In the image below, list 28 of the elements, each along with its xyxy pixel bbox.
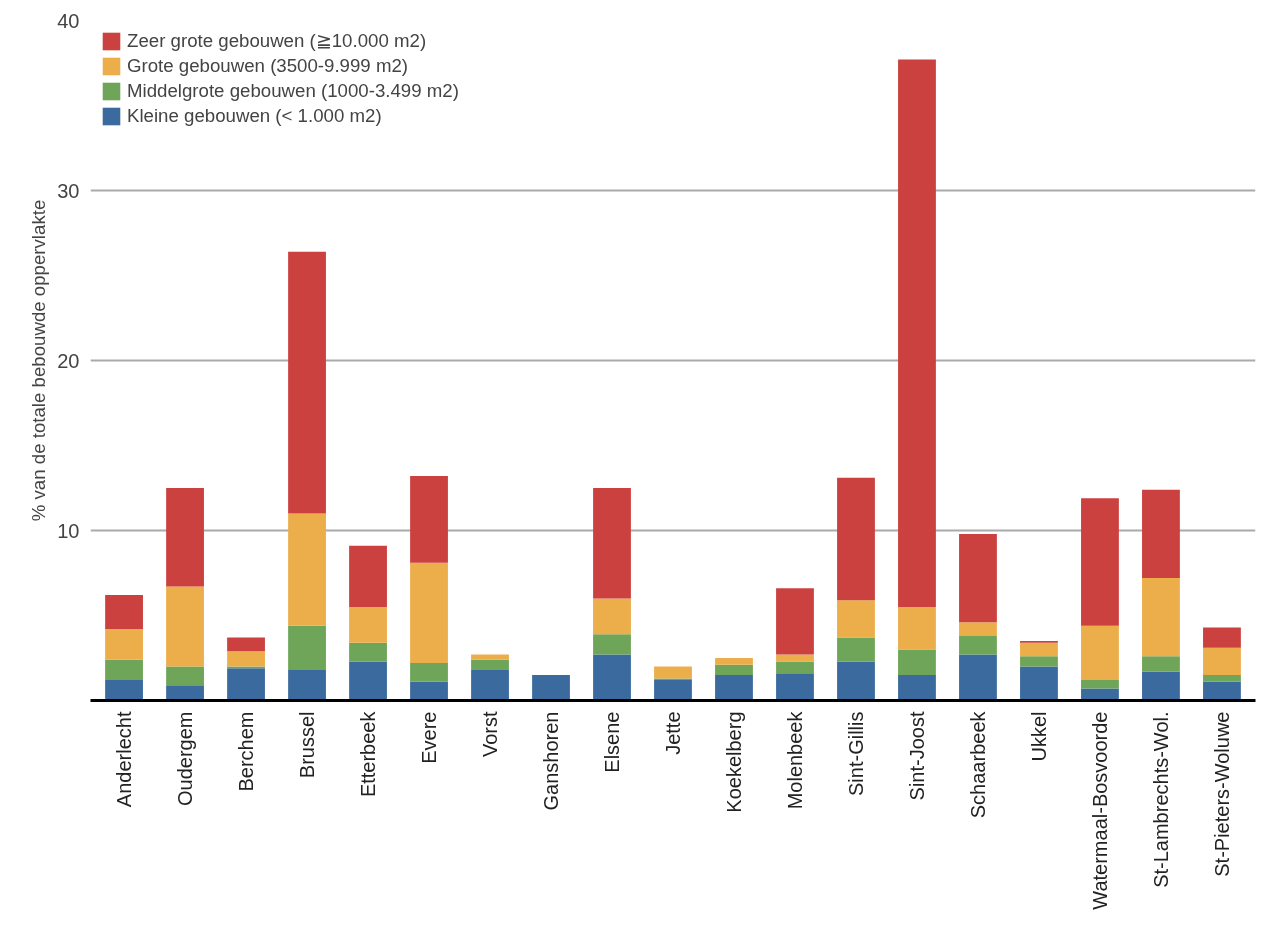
x-tick-label: Oudergem [174,711,197,806]
y-tick-label: 20 [57,349,80,372]
x-tick-label: St-Pieters-Woluwe [1210,711,1233,877]
x-tick-label: Etterbeek [357,710,380,798]
x-tick-label: Koekelberg [722,711,745,813]
x-tick-label: Watermaal-Bosvoorde [1088,711,1111,910]
x-tick-label: Molenbeek [783,710,806,810]
x-tick-label: Sint-Gillis [844,711,867,796]
x-tick-label: Elsene [601,711,624,773]
x-tick-label: Ganshoren [540,711,563,811]
legend-label: Kleine gebouwen (< 1.000 m2) [127,105,382,127]
x-tick-label: Berchem [235,711,258,792]
x-tick-label: Sint-Joost [905,711,928,801]
legend-label: Middelgrote gebouwen (1000-3.499 m2) [127,80,459,102]
x-tick-label: Jette [662,711,684,755]
y-axis-title: % van de totale bebouwde oppervlakte [28,199,50,522]
legend-label: Zeer grote gebouwen (≧10.000 m2) [127,30,427,52]
x-tick-label: Evere [418,711,441,764]
y-tick-label: 40 [57,9,80,32]
y-tick-label: 10 [57,519,80,542]
x-tick-label: Vorst [479,711,502,758]
y-tick-label: 30 [57,179,80,202]
x-tick-label: Brussel [296,711,319,779]
x-tick-label: Schaarbeek [966,710,989,819]
x-tick-label: St-Lambrechts-Wol. [1149,711,1172,888]
x-tick-label: Ukkel [1027,711,1050,762]
x-tick-label: Anderlecht [113,711,136,808]
legend-label: Grote gebouwen (3500-9.999 m2) [127,55,409,77]
